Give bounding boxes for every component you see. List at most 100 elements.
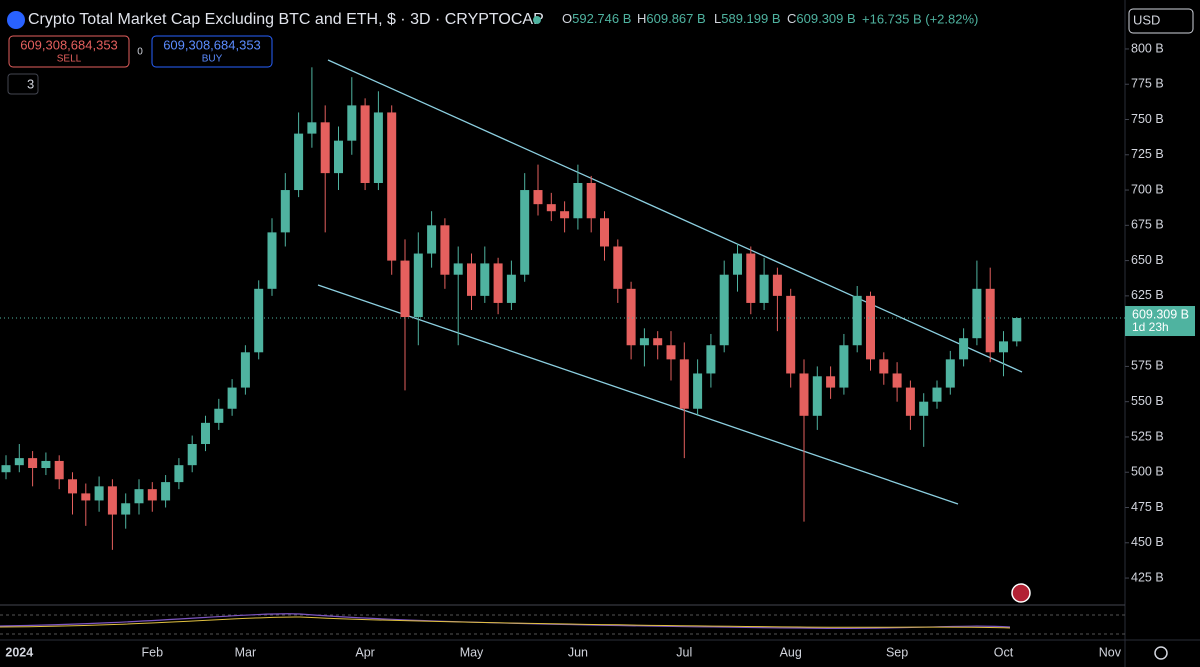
price-label-box	[1125, 306, 1195, 337]
candle-body	[280, 190, 290, 233]
indicator-signal	[0, 616, 1011, 629]
candle-body	[772, 274, 782, 296]
price-label: 609.309 B	[1132, 307, 1189, 321]
candle-body	[879, 359, 889, 374]
candle-body	[134, 489, 144, 504]
x-tick-label: May	[460, 645, 484, 659]
ohlc-value: 609.309 B	[796, 11, 855, 26]
candle-body	[334, 140, 343, 174]
candle-body	[999, 341, 1008, 353]
candle-body	[799, 373, 809, 416]
sell-box[interactable]	[8, 35, 130, 68]
candle-body	[387, 112, 397, 261]
candle-body	[839, 345, 849, 388]
candle-body	[985, 288, 995, 353]
candle-body	[945, 359, 955, 388]
y-tick-label: 725 B	[1131, 147, 1164, 161]
candle-body	[161, 482, 171, 501]
buy-price[interactable]: 609,308,684,353	[163, 37, 261, 52]
sell-label[interactable]: SELL	[57, 54, 82, 65]
candle-body	[400, 260, 410, 318]
candle-body	[733, 253, 742, 275]
candle-body	[440, 225, 450, 275]
event-icon[interactable]	[1011, 583, 1031, 603]
change: +16.735 B (+2.82%)	[862, 11, 978, 26]
y-tick-label: 575 B	[1131, 359, 1164, 373]
ohlc-value: 592.746 B	[572, 11, 631, 26]
candle-body	[919, 401, 929, 416]
y-tick-label: 425 B	[1131, 570, 1164, 584]
candle-body	[68, 479, 77, 494]
ohlc-key: C	[787, 11, 796, 26]
candle-body	[1012, 318, 1022, 342]
y-tick-label: 525 B	[1131, 429, 1164, 443]
ohlc-key: H	[637, 11, 646, 26]
candle-body	[14, 458, 24, 466]
x-tick-label: Sep	[886, 645, 908, 659]
x-tick-label: Aug	[780, 645, 802, 659]
trend-line	[317, 284, 959, 505]
buy-label[interactable]: BUY	[202, 54, 223, 65]
candle-body	[759, 274, 769, 303]
candle-body	[520, 190, 530, 275]
sell-price[interactable]: 609,308,684,353	[20, 37, 118, 52]
x-tick-label: Apr	[355, 645, 374, 659]
sell-button[interactable]: 609,308,684,353 SELL	[8, 35, 130, 68]
candle-body	[187, 444, 197, 466]
x-tick-label: Jun	[568, 645, 588, 659]
candle-body	[174, 465, 184, 483]
candle-body	[826, 376, 836, 388]
candle-body	[866, 295, 875, 360]
candle-body	[932, 387, 942, 402]
candle-body	[28, 458, 38, 469]
y-tick-label: 550 B	[1131, 394, 1164, 408]
symbol-icon	[7, 11, 25, 29]
candle-body	[254, 288, 264, 353]
candle-body	[81, 493, 91, 501]
candle-body	[600, 218, 609, 247]
candle-body	[786, 295, 796, 374]
candle-body	[746, 253, 756, 303]
candle-body	[573, 182, 583, 219]
ohlc-key: L	[714, 11, 721, 26]
indicator-count[interactable]: 3	[27, 76, 34, 91]
candle-body	[294, 133, 304, 191]
candle-body	[679, 359, 689, 409]
candle-body	[147, 489, 157, 501]
candle-body	[959, 338, 969, 360]
candle-body	[653, 338, 663, 346]
candle-body	[107, 486, 117, 515]
candle-body	[812, 376, 822, 416]
status-dot	[533, 16, 541, 24]
candle-body	[586, 182, 596, 219]
buy-button[interactable]: 609,308,684,353 BUY	[151, 35, 273, 68]
candle-body	[453, 263, 463, 275]
candle-body	[1, 465, 11, 473]
candle-body	[533, 190, 543, 205]
buy-box[interactable]	[151, 35, 273, 68]
candle-body	[373, 112, 383, 183]
candle-body	[41, 460, 51, 469]
countdown: 1d 23h	[1132, 320, 1169, 334]
x-tick-label: Mar	[235, 645, 257, 659]
ohlc-item: O592.746 B	[562, 11, 631, 26]
candle-body	[201, 422, 210, 445]
candle-body	[666, 345, 676, 360]
candle-body	[94, 486, 104, 501]
ohlc-key: O	[562, 11, 572, 26]
x-tick-label: Feb	[142, 645, 164, 659]
candle-body	[905, 387, 915, 416]
candle-body	[480, 263, 490, 296]
currency-box[interactable]	[1128, 8, 1194, 34]
candle-body	[613, 246, 623, 289]
settings-icon[interactable]	[1154, 646, 1168, 660]
candle-body	[267, 232, 277, 289]
candle-body	[467, 263, 476, 296]
indicator-toggle[interactable]	[7, 73, 39, 95]
x-tick-label: Nov	[1099, 645, 1122, 659]
candle-body	[560, 211, 570, 219]
currency[interactable]: USD	[1133, 12, 1160, 27]
candle-body	[413, 253, 423, 318]
